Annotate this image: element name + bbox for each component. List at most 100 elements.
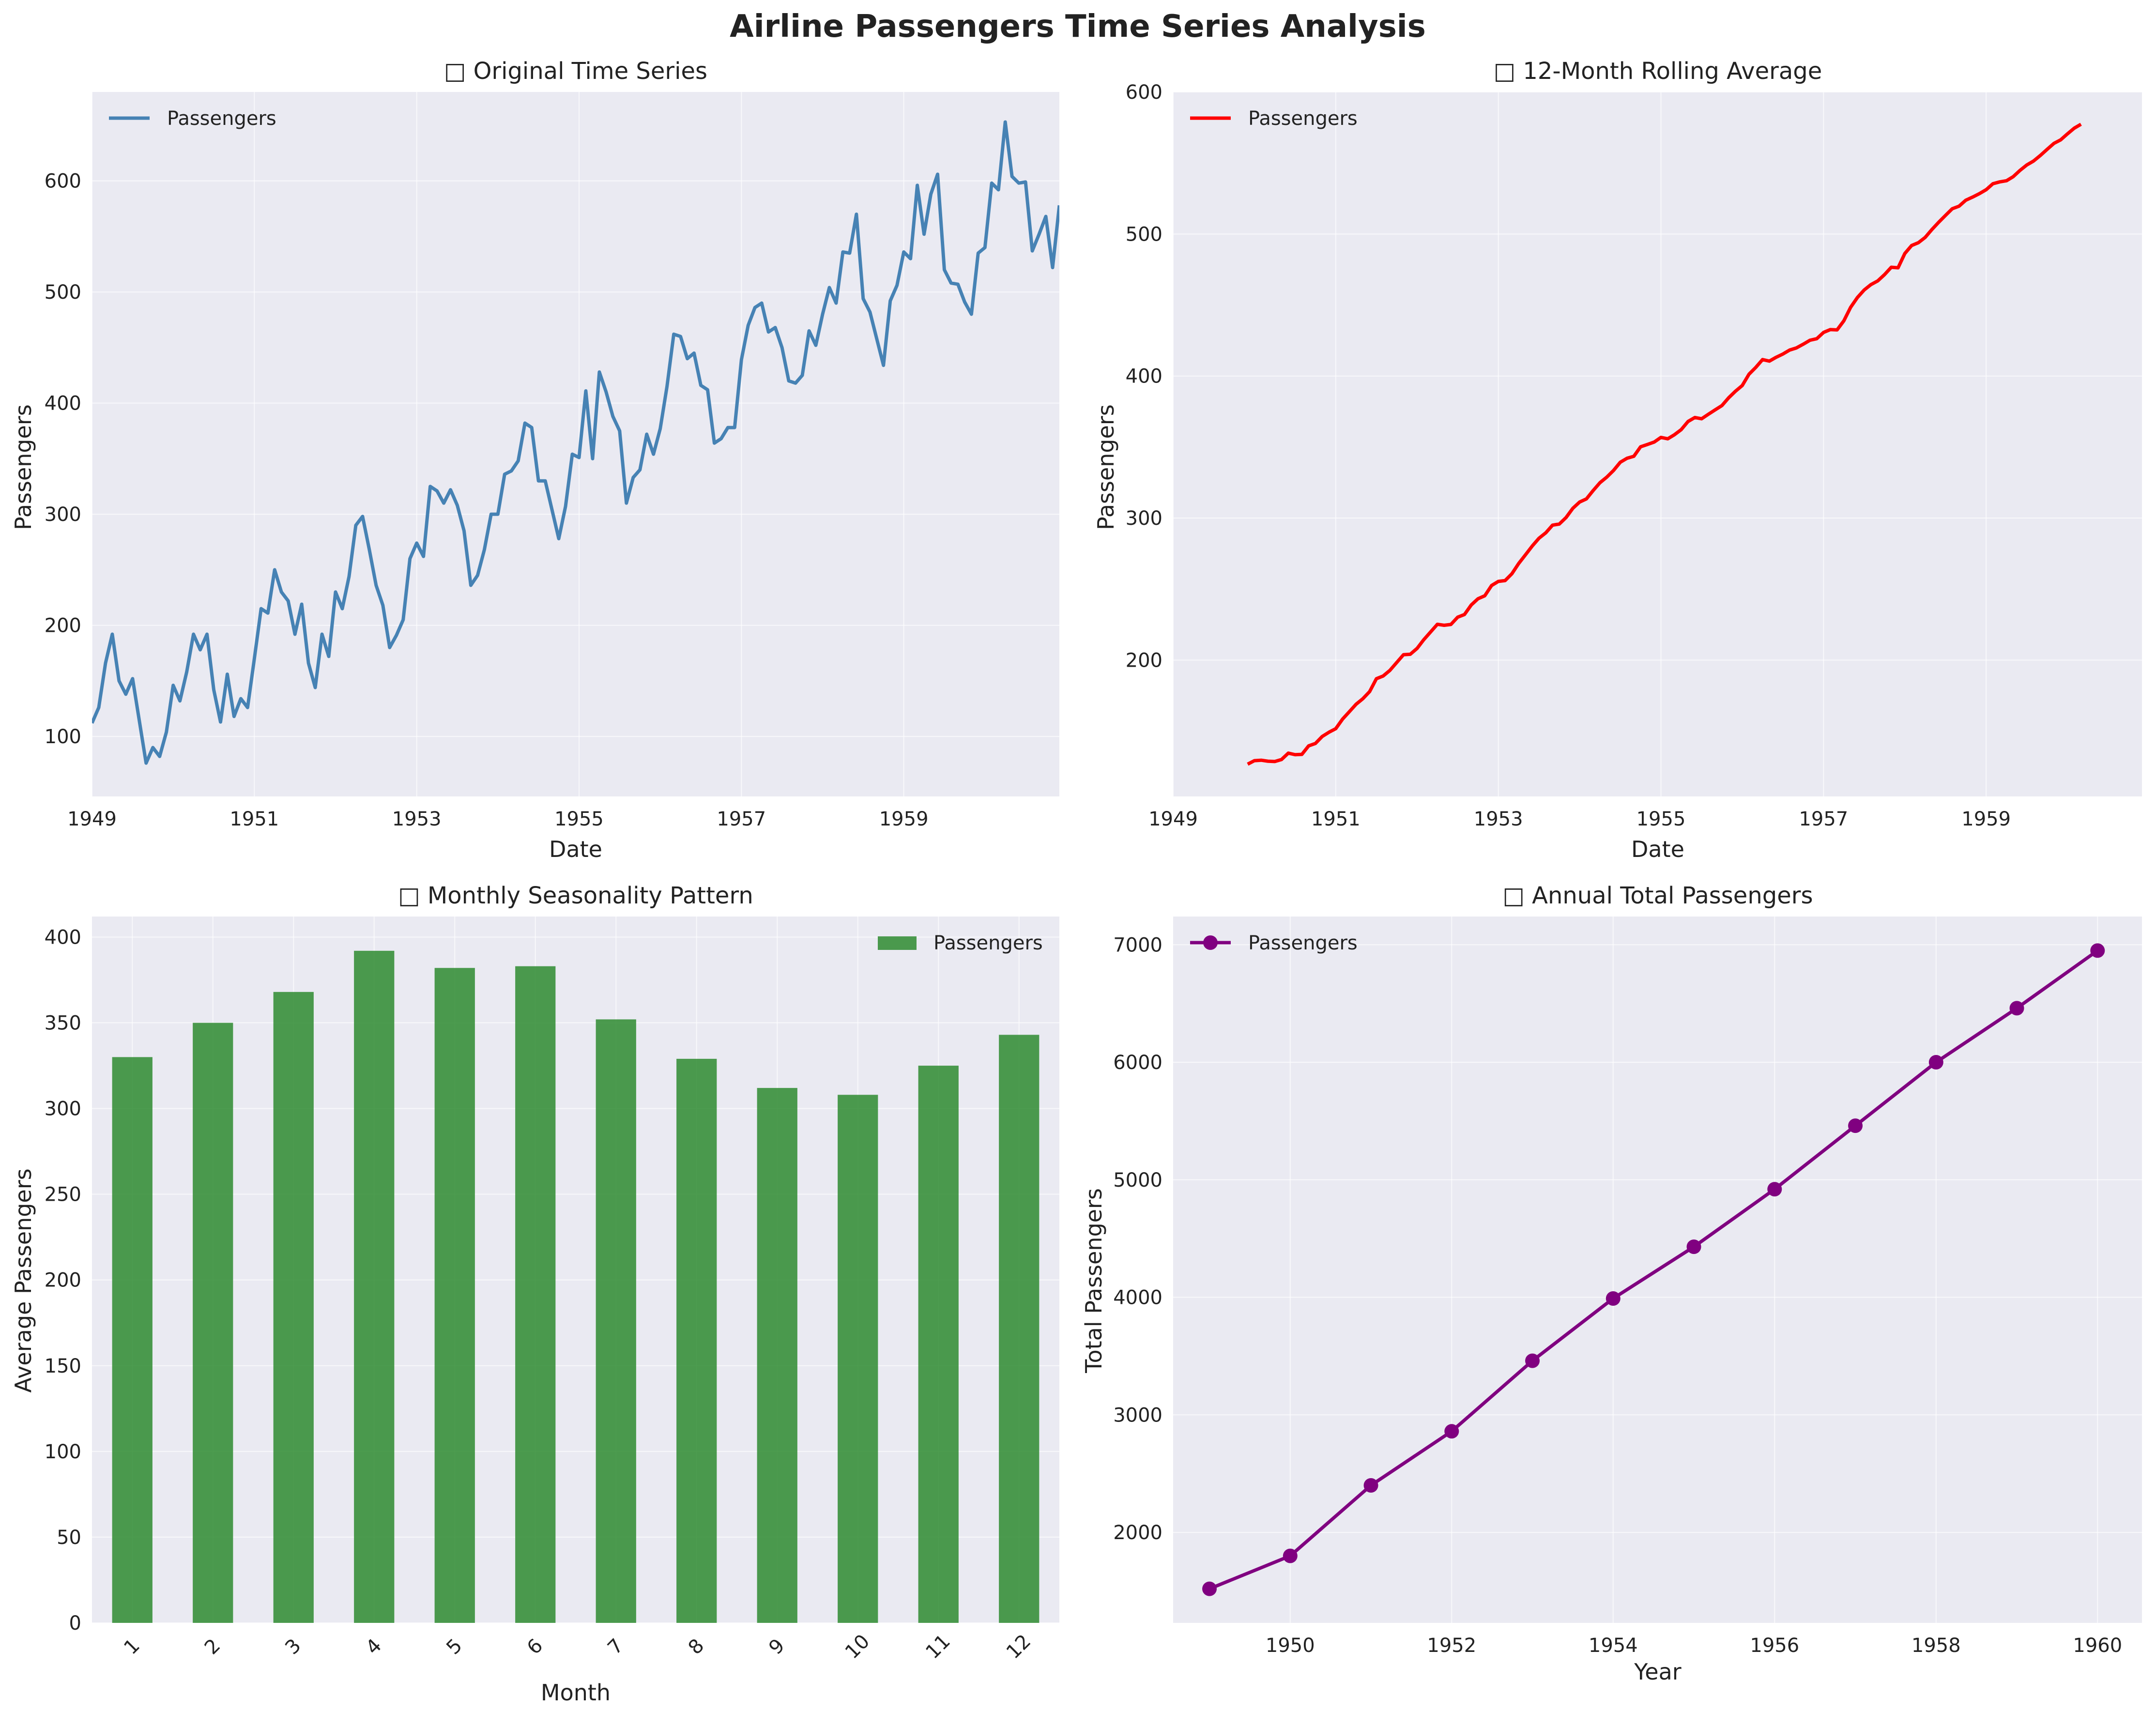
x-tick-label: 1955 (1636, 808, 1686, 830)
data-point (1363, 1478, 1378, 1493)
bar (999, 1035, 1040, 1623)
x-tick-label: 4 (362, 1635, 386, 1659)
y-tick-label: 150 (45, 1355, 81, 1377)
bar (112, 1057, 153, 1623)
series-line (92, 120, 1059, 765)
x-tick-label: 1953 (1474, 808, 1523, 830)
data-point (1928, 1055, 1943, 1070)
x-tick-label: 1959 (1961, 808, 2011, 830)
y-tick-label: 50 (57, 1527, 81, 1549)
x-tick-label: 1952 (1427, 1635, 1476, 1657)
x-tick-label: 1956 (1750, 1635, 1799, 1657)
x-tick-label: 1957 (1799, 808, 1848, 830)
seasonality-ylabel: Average Passengers (10, 1168, 36, 1392)
x-tick-label: 1 (120, 1635, 144, 1659)
legend-label: Passengers (1248, 107, 1358, 130)
figure-title: Airline Passengers Time Series Analysis (730, 9, 1426, 45)
y-tick-label: 350 (45, 1012, 81, 1035)
y-tick-label: 2000 (1113, 1522, 1162, 1544)
x-tick-label: 8 (684, 1635, 709, 1659)
x-tick-label: 1960 (2073, 1635, 2122, 1657)
data-point (2009, 1001, 2024, 1016)
y-tick-label: 200 (45, 1269, 81, 1292)
data-point (1606, 1291, 1621, 1306)
legend-marker (1203, 935, 1218, 950)
data-point (1848, 1118, 1863, 1133)
y-tick-label: 500 (45, 281, 81, 304)
x-tick-label: 1949 (67, 808, 117, 830)
bar (434, 968, 475, 1623)
bar (676, 1058, 717, 1623)
x-tick-label: 1953 (392, 808, 442, 830)
rolling-average-title: □ 12-Month Rolling Average (1494, 58, 1822, 85)
original-series-panel: □ Original Time Series Date Passengers 1… (10, 58, 1059, 862)
x-tick-label: 5 (442, 1635, 467, 1659)
y-tick-label: 5000 (1113, 1169, 1162, 1192)
x-tick-label: 1955 (554, 808, 604, 830)
bar (193, 1023, 233, 1623)
plot-area (1173, 92, 2142, 796)
x-tick-label: 1954 (1589, 1635, 1638, 1657)
seasonality-title: □ Monthly Seasonality Pattern (398, 882, 753, 909)
y-tick-label: 200 (1126, 649, 1162, 672)
rolling-average-panel: □ 12-Month Rolling Average Date Passenge… (1093, 58, 2142, 862)
y-tick-label: 250 (45, 1184, 81, 1206)
data-point (2090, 943, 2105, 958)
series-line (1208, 949, 2099, 1590)
data-point (1767, 1182, 1782, 1197)
x-tick-label: 7 (603, 1635, 628, 1659)
y-tick-label: 0 (69, 1612, 81, 1635)
y-tick-label: 300 (1126, 507, 1162, 530)
y-tick-label: 4000 (1113, 1287, 1162, 1309)
annual-total-panel: □ Annual Total Passengers Year Total Pas… (1081, 882, 2142, 1685)
legend-label: Passengers (1248, 932, 1358, 954)
original-series-ylabel: Passengers (10, 404, 36, 530)
legend-label: Passengers (167, 107, 276, 130)
bar (354, 950, 395, 1623)
x-tick-label: 3 (281, 1635, 306, 1659)
x-tick-label: 1951 (1311, 808, 1361, 830)
bar (515, 966, 556, 1623)
bar (596, 1019, 636, 1623)
x-tick-label: 1958 (1911, 1635, 1961, 1657)
y-tick-label: 100 (45, 726, 81, 748)
annual-total-ylabel: Total Passengers (1081, 1188, 1107, 1374)
y-tick-label: 400 (45, 393, 81, 415)
data-point (1444, 1424, 1459, 1439)
legend-swatch (878, 936, 917, 950)
x-tick-label: 1949 (1148, 808, 1198, 830)
x-tick-label: 12 (1002, 1630, 1036, 1664)
plot-area (92, 917, 1059, 1623)
seasonality-xlabel: Month (541, 1680, 611, 1706)
y-tick-label: 200 (45, 615, 81, 637)
data-point (1525, 1353, 1540, 1368)
x-tick-label: 1959 (879, 808, 929, 830)
bar (757, 1088, 797, 1623)
y-tick-label: 3000 (1113, 1404, 1162, 1426)
plot-area (92, 92, 1059, 796)
original-series-xlabel: Date (549, 836, 602, 862)
series-line (1247, 122, 2082, 766)
seasonality-panel: □ Monthly Seasonality Pattern Month Aver… (10, 882, 1059, 1706)
x-tick-label: 2 (200, 1635, 225, 1659)
x-tick-label: 11 (921, 1630, 955, 1664)
legend-label: Passengers (933, 932, 1043, 954)
y-tick-label: 600 (45, 170, 81, 193)
x-tick-label: 9 (765, 1635, 789, 1659)
y-tick-label: 100 (45, 1441, 81, 1463)
y-tick-label: 6000 (1113, 1052, 1162, 1074)
bar (273, 992, 314, 1623)
x-tick-label: 1951 (229, 808, 279, 830)
annual-total-xlabel: Year (1634, 1659, 1681, 1685)
y-tick-label: 300 (45, 504, 81, 526)
y-tick-label: 400 (45, 926, 81, 948)
bar (918, 1066, 959, 1623)
bar (838, 1095, 878, 1623)
y-tick-label: 300 (45, 1098, 81, 1120)
data-point (1686, 1239, 1701, 1254)
x-tick-label: 1957 (717, 808, 766, 830)
y-tick-label: 600 (1126, 81, 1162, 104)
x-tick-label: 1950 (1266, 1635, 1315, 1657)
data-point (1283, 1548, 1298, 1563)
